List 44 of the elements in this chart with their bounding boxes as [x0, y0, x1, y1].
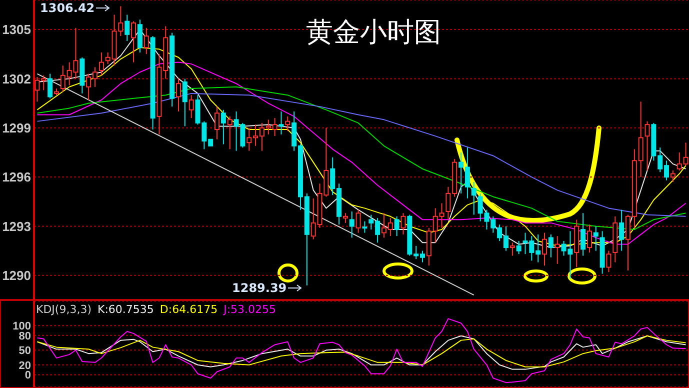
candlestick — [471, 181, 476, 216]
candlestick — [619, 209, 624, 252]
line-series — [36, 318, 686, 384]
candlestick — [182, 78, 188, 127]
y-tick-label: 100 — [12, 320, 31, 332]
y-tick-label: 1290 — [2, 268, 31, 284]
annotation: 1306.42 — [40, 1, 95, 15]
candlestick — [285, 116, 290, 132]
candlestick — [214, 106, 220, 140]
y-tick-label: 0 — [24, 370, 31, 382]
chart-title: KDJ(9,3,3) — [36, 303, 92, 316]
candlestick — [400, 212, 406, 235]
y-tick-label: 1293 — [2, 218, 31, 234]
text: K:60.7535 — [98, 303, 154, 316]
text: J:53.0255 — [224, 303, 276, 316]
y-tick-label: 20 — [18, 360, 31, 372]
candlestick — [124, 14, 130, 42]
candlestick — [510, 242, 515, 256]
y-tick-label: 80 — [18, 330, 31, 342]
y-tick-label: 1299 — [2, 120, 31, 136]
annotation: 1289.39 — [232, 281, 287, 295]
candlestick — [542, 232, 548, 266]
candlestick — [580, 212, 586, 256]
candlestick — [554, 236, 560, 264]
candlestick — [188, 94, 194, 119]
text: 黄金小时图 — [306, 16, 441, 50]
candlestick — [593, 226, 598, 252]
candlestick — [349, 210, 354, 238]
candlestick — [574, 219, 580, 268]
candlestick — [342, 212, 348, 224]
candlestick — [600, 230, 605, 274]
y-tick-label: 1296 — [2, 170, 31, 185]
y-tick-label: 1305 — [2, 22, 31, 38]
candlestick — [144, 27, 149, 55]
candlestick — [612, 216, 618, 263]
y-tick-label: 1302 — [2, 71, 31, 86]
candlestick — [137, 19, 142, 53]
candlestick — [98, 52, 104, 76]
candlestick — [176, 78, 181, 112]
y-tick-label: 50 — [18, 345, 31, 358]
candlestick — [278, 110, 284, 135]
candlestick — [670, 170, 676, 182]
candlestick — [586, 224, 592, 253]
text: D:64.6175 — [160, 303, 218, 316]
